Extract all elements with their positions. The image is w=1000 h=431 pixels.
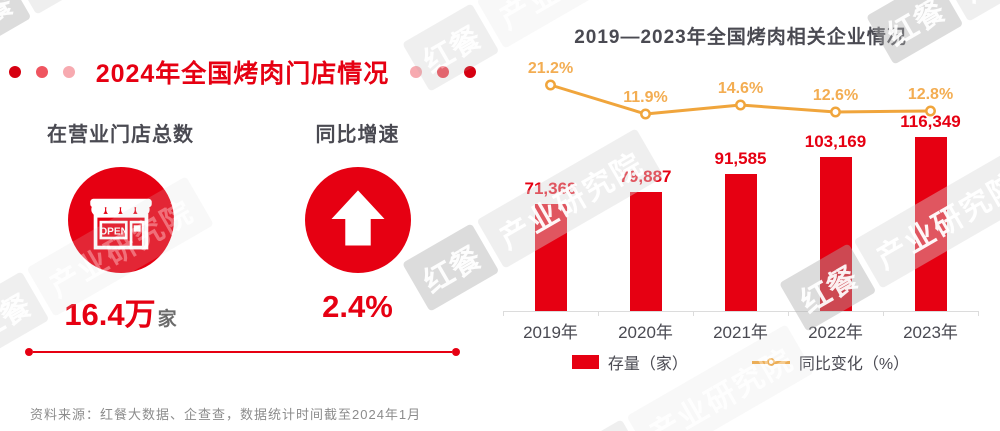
arrow-up-icon [304, 167, 411, 273]
watermark-logo-text: 红餐 [552, 419, 650, 431]
left-panel-header: 2024年全国烤肉门店情况 [8, 54, 477, 90]
x-axis-tick [788, 311, 789, 316]
chart-title: 2019—2023年全国烤肉相关企业情况 [574, 27, 907, 48]
x-axis-label: 2020年 [618, 323, 673, 342]
stat-value: 16.4万家 [28, 289, 213, 334]
x-axis-label: 2023年 [903, 323, 958, 342]
x-axis-tick [503, 311, 504, 316]
decorative-dot [410, 66, 423, 78]
bar-value-label: 91,585 [714, 149, 767, 168]
stat-value: 2.4% [265, 289, 450, 325]
decorative-dot [437, 66, 450, 78]
data-source-note: 资料来源：红餐大数据、企查查，数据统计时间截至2024年1月 [30, 407, 422, 422]
bar-value-label: 79,887 [619, 167, 672, 186]
line-series-swatch-icon [751, 358, 790, 366]
bar-value-label: 116,349 [900, 112, 961, 131]
x-axis-tick [598, 311, 599, 316]
stat-value-number: 16.4万 [64, 297, 156, 332]
svg-text:OPEN: OPEN [99, 226, 128, 237]
bar-value-label: 103,169 [804, 132, 867, 151]
stat-open-stores: 在营业门店总数 OPEN 16.4万家 [28, 118, 213, 334]
decorative-dot [464, 66, 477, 78]
legend-item-bar-series: 存量（家） [571, 350, 688, 374]
stat-value-unit: 家 [157, 309, 177, 330]
legend-item-line-series: 同比变化（%） [751, 350, 910, 374]
line-point-label: 14.6% [717, 80, 764, 97]
stat-label: 同比增速 [315, 124, 400, 146]
bar-2022年 [819, 157, 852, 311]
decorative-dot [35, 66, 48, 78]
line-series-layer [545, 79, 936, 120]
line-point-label: 12.6% [812, 87, 859, 104]
bar-series-swatch-icon [571, 355, 599, 369]
stat-value-number: 2.4% [322, 289, 393, 324]
line-point [640, 108, 651, 120]
x-axis-label: 2022年 [808, 323, 863, 342]
decorative-dot [62, 66, 75, 78]
stat-yoy-growth: 同比增速 2.4% [265, 118, 450, 325]
bar-2020年 [629, 192, 662, 311]
line-series-marker-icon [766, 358, 775, 366]
x-axis-line [503, 311, 978, 312]
line-point-label: 11.9% [623, 89, 668, 106]
chart-legend: 存量（家） 同比变化（%） [503, 350, 978, 374]
line-point-label: 21.2% [527, 60, 574, 77]
bar-value-label: 71,368 [524, 179, 577, 198]
chart-plot-area: 71,368 79,887 91,585 103,169 116,349 21.2% 11.… [503, 0, 978, 311]
x-axis-tick [978, 311, 979, 316]
line-point [545, 79, 556, 91]
watermark-logo-text: 红餐 [0, 0, 32, 58]
bar-2021年 [724, 174, 757, 311]
bar-2019年 [534, 204, 567, 311]
x-axis-label: 2019年 [523, 323, 578, 342]
legend-label: 同比变化（%） [798, 356, 910, 373]
x-axis-tick [693, 311, 694, 316]
x-axis-tick [883, 311, 884, 316]
x-axis-label: 2021年 [713, 323, 768, 342]
line-point [925, 105, 936, 117]
stat-label: 在营业门店总数 [47, 124, 194, 146]
line-point [830, 106, 841, 118]
decorative-dot [8, 66, 21, 78]
watermark-text: 产业研究院 [8, 0, 196, 15]
divider-line [25, 348, 460, 356]
legend-label: 存量（家） [607, 356, 688, 373]
storefront-open-icon: OPEN [67, 167, 174, 273]
left-panel-title: 2024年全国烤肉门店情况 [95, 60, 390, 88]
divider-end-dot [452, 348, 460, 356]
divider-rule [33, 351, 452, 353]
divider-end-dot [25, 348, 33, 356]
line-point-label: 12.8% [907, 86, 954, 103]
bar-2023年 [914, 137, 947, 311]
line-point [735, 99, 746, 111]
